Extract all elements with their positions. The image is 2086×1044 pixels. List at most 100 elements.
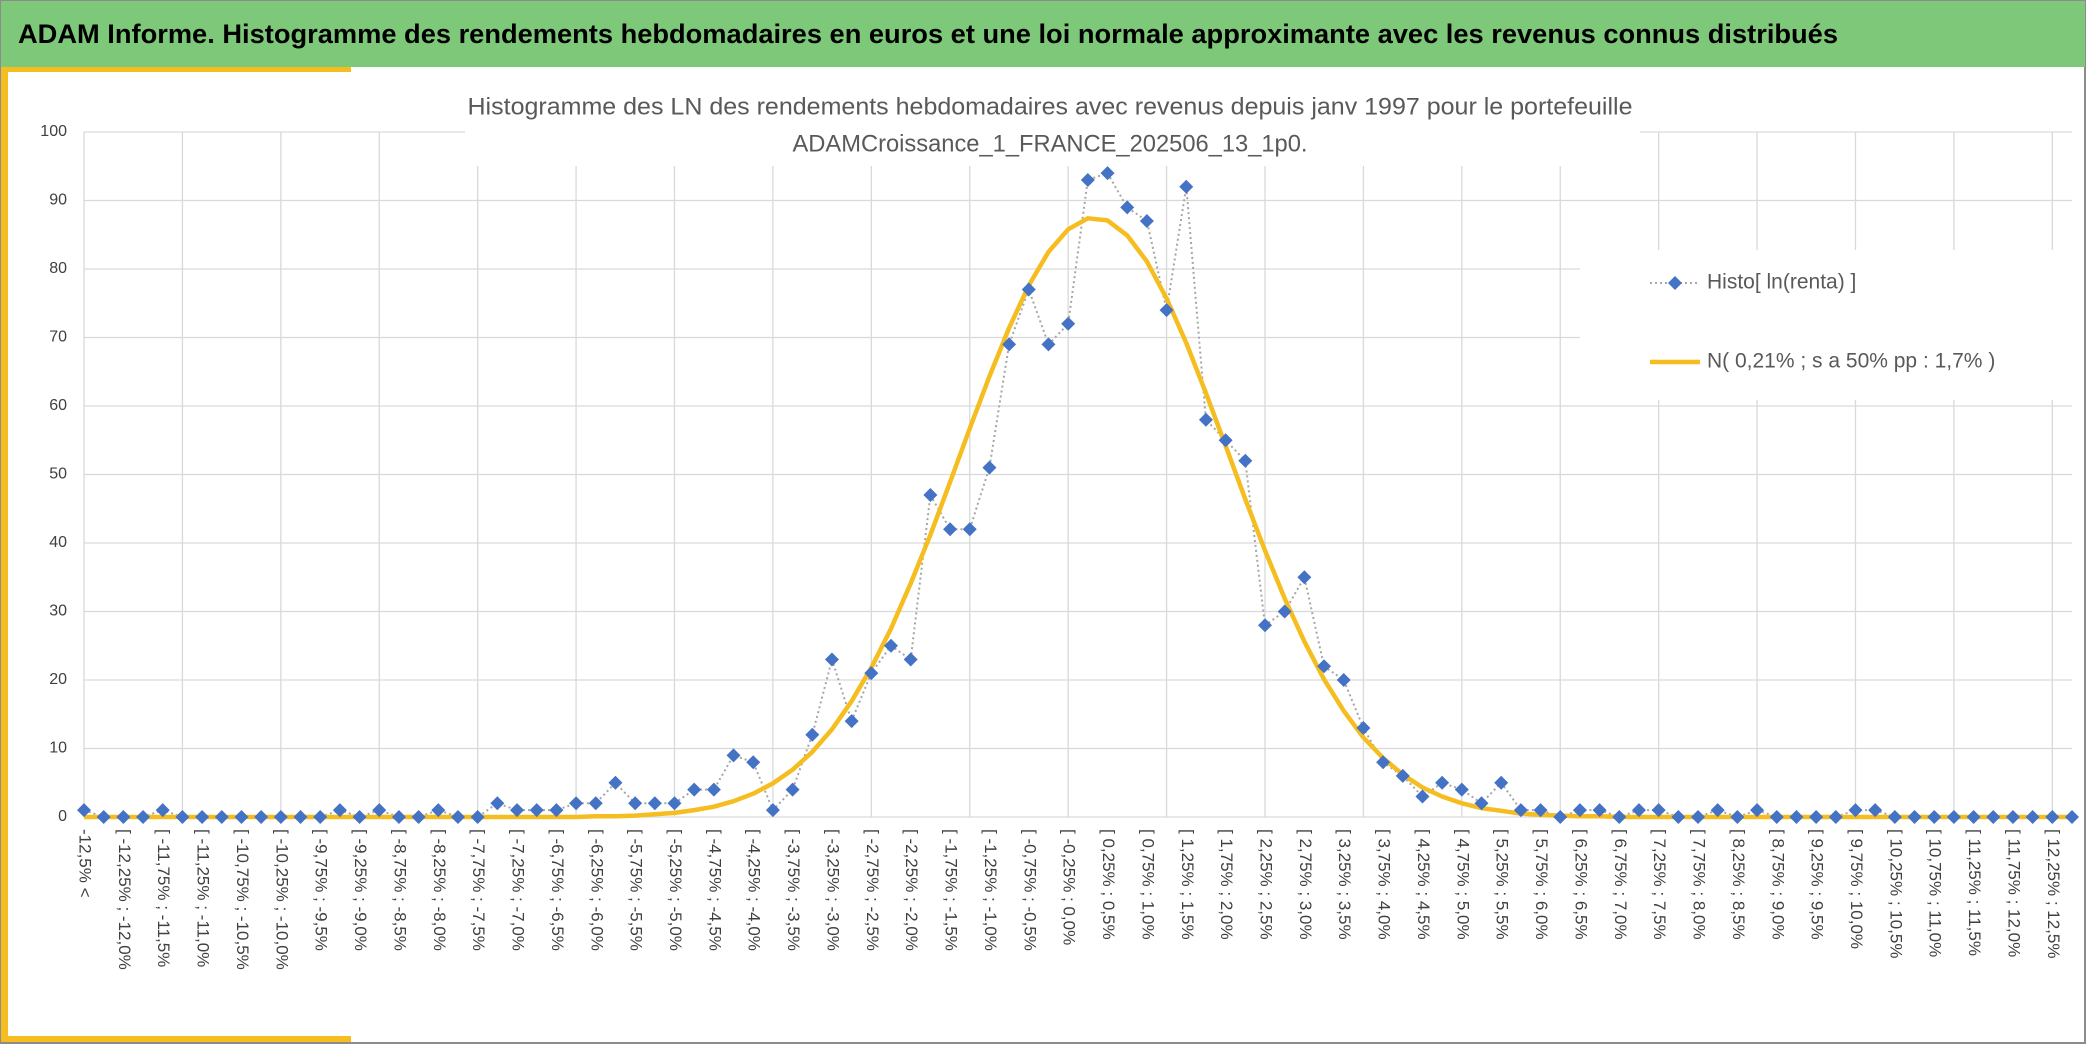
x-tick-label: [ 4,75% ; 5,0% (1453, 829, 1472, 940)
x-tick-label: [ 10,75% ; 11,0% (1926, 829, 1945, 957)
data-point (1691, 810, 1706, 824)
x-tick-label: [ 3,25% ; 3,5% (1335, 829, 1354, 940)
x-tick-label: [ -0,25% ; 0,0% (1060, 829, 1079, 945)
x-tick-label: [ 8,25% ; 8,5% (1729, 829, 1748, 940)
legend-label: Histo[ ln(renta) ] (1707, 271, 1856, 294)
x-tick-label: [ -4,75% ; -4,5% (705, 829, 724, 951)
data-point (214, 810, 229, 824)
header-title: ADAM Informe. Histogramme des rendements… (18, 19, 1838, 49)
x-tick-label: [ 1,25% ; 1,5% (1178, 829, 1197, 940)
data-point (1435, 775, 1450, 790)
data-point (195, 810, 210, 824)
x-tick-label: [ -1,75% ; -1,5% (942, 829, 961, 951)
data-point (529, 803, 544, 818)
data-point (1257, 618, 1272, 633)
data-point (884, 638, 899, 653)
data-point (490, 796, 505, 811)
data-point (706, 782, 721, 797)
data-point (1513, 803, 1528, 818)
x-tick-label: [ 10,25% ; 10,5% (1886, 829, 1905, 958)
data-point (2025, 810, 2040, 824)
x-tick-label: [ -5,25% ; -5,0% (666, 829, 685, 951)
x-tick-label: [ 11,25% ; 11,5% (1965, 829, 1984, 956)
series-line (83, 171, 2072, 819)
data-point (1572, 803, 1587, 818)
x-tick-label: [ -0,75% ; -0,5% (1020, 829, 1039, 951)
data-point (1828, 810, 1843, 824)
data-point (136, 810, 151, 824)
data-point (1750, 803, 1765, 818)
data-point (391, 810, 406, 824)
data-point (1671, 810, 1686, 824)
data-point (96, 810, 111, 824)
x-tick-label: [ -10,25% ; -10,0% (272, 829, 291, 970)
data-point (569, 796, 584, 811)
x-tick-label: [ -12,25% ; -12,0% (115, 829, 134, 970)
data-point (628, 796, 643, 811)
data-point (1809, 810, 1824, 824)
y-tick-label: 90 (49, 192, 67, 209)
data-point (1651, 803, 1666, 818)
data-point (549, 803, 564, 818)
data-point (805, 727, 820, 742)
x-tick-label: [ 5,75% ; 6,0% (1532, 829, 1551, 940)
x-tick-label: [ -4,25% ; -4,0% (745, 829, 764, 951)
x-tick-label: [ -6,75% ; -6,5% (548, 829, 567, 951)
data-point (1159, 303, 1174, 318)
data-point (77, 803, 91, 818)
data-point (1907, 810, 1922, 824)
data-point (234, 810, 249, 824)
x-tick-label: [ -9,25% ; -9,0% (351, 829, 370, 951)
accent-bottom (1, 1036, 351, 1042)
y-tick-label: 40 (49, 534, 67, 551)
data-point (667, 796, 682, 811)
x-tick-label: [ -9,75% ; -9,5% (312, 829, 331, 951)
legend-background (1580, 250, 2074, 400)
x-tick-label: [ 6,75% ; 7,0% (1611, 829, 1630, 940)
data-point (1021, 282, 1036, 297)
data-point (470, 810, 485, 824)
data-point (254, 810, 269, 824)
y-tick-label: 30 (49, 603, 67, 620)
data-point (903, 652, 918, 667)
data-point (1966, 810, 1981, 824)
data-point (1769, 810, 1784, 824)
y-tick-label: 80 (49, 260, 67, 277)
data-point (1927, 810, 1942, 824)
data-point (1336, 673, 1351, 687)
y-tick-label: 0 (58, 808, 67, 825)
x-tick-label: [ 12,25% ; 12,5% (2044, 829, 2063, 958)
data-point (608, 775, 623, 790)
data-point (1297, 570, 1312, 585)
data-point (785, 782, 800, 797)
x-tick-label: [ 9,25% ; 9,5% (1808, 829, 1827, 940)
data-point (1730, 810, 1745, 824)
data-point (1317, 659, 1332, 674)
x-tick-label: [ -10,75% ; -10,5% (233, 829, 252, 970)
data-point (1533, 803, 1548, 818)
data-point (923, 488, 938, 503)
data-point (116, 810, 131, 824)
y-tick-label: 10 (49, 740, 67, 757)
data-point (175, 810, 190, 824)
x-tick-label: [ -8,75% ; -8,5% (390, 829, 409, 951)
x-tick-label: [ 2,75% ; 3,0% (1296, 829, 1315, 940)
data-point (1986, 810, 2001, 824)
data-point (1868, 803, 1883, 818)
x-tick-label: [ 4,25% ; 4,5% (1414, 829, 1433, 940)
data-point (411, 810, 426, 824)
x-tick-label: [ 5,25% ; 5,5% (1493, 829, 1512, 940)
x-tick-label: [ 7,25% ; 7,5% (1650, 829, 1669, 940)
data-point (2005, 810, 2020, 824)
data-point (1848, 803, 1863, 818)
x-tick-label: [ -11,25% ; -11,0% (194, 829, 213, 967)
x-tick-label: [ -3,25% ; -3,0% (823, 829, 842, 951)
data-point (293, 810, 308, 824)
data-point (1139, 214, 1154, 229)
data-point (2045, 810, 2060, 824)
data-point (510, 803, 525, 818)
data-point (431, 803, 446, 818)
data-point (372, 803, 387, 818)
